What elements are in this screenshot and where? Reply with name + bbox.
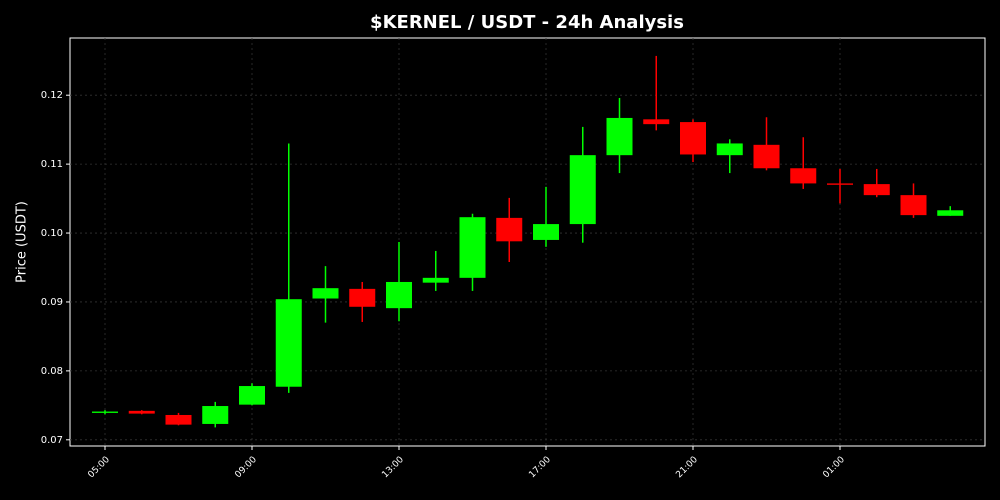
- x-tick-label: 21:00: [674, 455, 700, 481]
- candle-body: [827, 183, 853, 185]
- candle-body: [900, 195, 927, 216]
- candle-body: [422, 277, 449, 283]
- x-tick-label: 01:00: [821, 455, 847, 481]
- candle-body: [716, 143, 743, 156]
- y-tick-label: 0.08: [41, 366, 63, 377]
- candle-body: [753, 144, 780, 169]
- candle-body: [790, 168, 817, 184]
- candle-body: [312, 288, 339, 299]
- candle-body: [128, 410, 155, 414]
- x-tick-label: 17:00: [527, 455, 553, 481]
- candle-body: [239, 386, 265, 405]
- candle-body: [533, 224, 559, 240]
- candle-body: [606, 117, 633, 156]
- chart-title: $KERNEL / USDT - 24h Analysis: [370, 12, 684, 33]
- y-tick-label: 0.12: [41, 90, 63, 101]
- x-tick-label: 05:00: [86, 455, 112, 481]
- y-axis-label: Price (USDT): [15, 201, 30, 283]
- y-tick-label: 0.09: [41, 297, 63, 308]
- candle-body: [643, 119, 670, 125]
- x-tick-label: 09:00: [233, 455, 259, 481]
- candle-body: [459, 217, 486, 278]
- y-tick-label: 0.11: [41, 159, 63, 170]
- candle-body: [92, 411, 118, 413]
- candle-body: [680, 122, 706, 155]
- candle-body: [202, 406, 229, 424]
- plot-frame: [69, 37, 986, 447]
- candle-body: [165, 414, 192, 425]
- candle-body: [275, 299, 302, 387]
- candle-body: [569, 155, 596, 225]
- candle-body: [863, 184, 890, 196]
- candle-body: [496, 217, 523, 242]
- y-tick-label: 0.07: [41, 435, 63, 446]
- candle-body: [937, 210, 964, 216]
- candle-body: [386, 281, 412, 309]
- candle-body: [349, 288, 376, 307]
- y-tick-label: 0.10: [41, 228, 63, 239]
- x-tick-label: 13:00: [380, 455, 406, 481]
